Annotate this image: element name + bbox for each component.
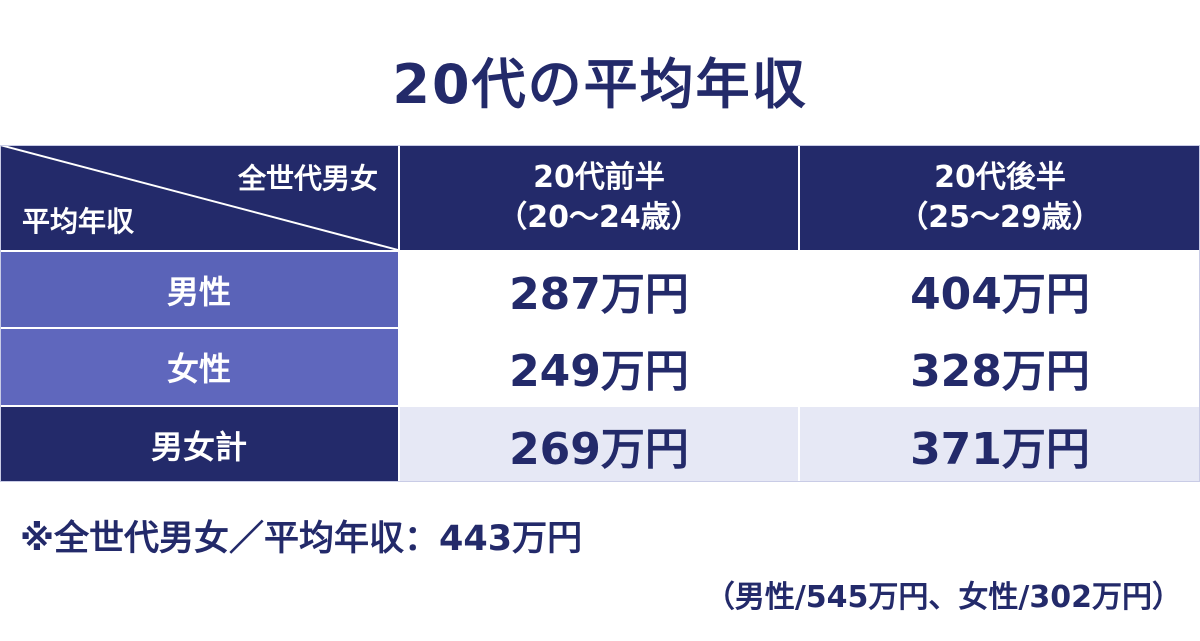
column-title: 20代前半	[533, 159, 665, 195]
diagonal	[0, 145, 398, 250]
row-label: 男女計	[0, 407, 398, 482]
column-subtitle: （25～29歳）	[898, 199, 1102, 235]
note: （男性/545万円、女性/302万円）	[704, 580, 1182, 615]
column-header: 20代後半 （25～29歳）	[800, 145, 1200, 250]
column-title: 20代後半	[934, 159, 1066, 195]
cell: 371万円	[800, 407, 1200, 482]
row-label: 女性	[0, 329, 398, 405]
cell: 249万円	[400, 329, 798, 405]
cell: 328万円	[800, 329, 1200, 405]
title: 20代の平均年収	[392, 53, 808, 116]
corner-bottom: 平均年収	[22, 205, 135, 238]
column-header: 20代前半 （20～24歳）	[400, 145, 798, 250]
cell: 287万円	[400, 252, 798, 327]
corner-cell: 全世代男女 平均年収	[0, 145, 398, 250]
column-subtitle: （20～24歳）	[497, 199, 701, 235]
corner-top: 全世代男女	[237, 162, 378, 195]
row-label: 男性	[0, 252, 398, 327]
cell: 269万円	[400, 407, 798, 482]
cell: 404万円	[800, 252, 1200, 327]
note: ※全世代男女／平均年収：443万円	[20, 519, 583, 559]
